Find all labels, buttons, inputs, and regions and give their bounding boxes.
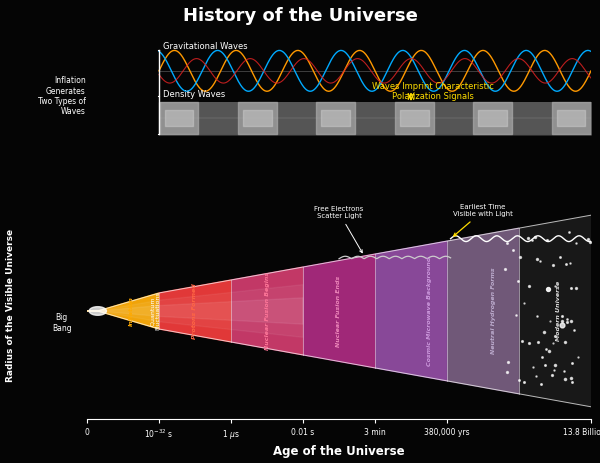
Point [551,362,560,369]
Polygon shape [448,228,519,394]
Polygon shape [376,241,447,381]
Point [533,339,542,346]
Point [548,261,557,268]
Polygon shape [87,293,158,329]
Text: Inflation
Generates
Two Types of
Waves: Inflation Generates Two Types of Waves [38,76,86,117]
Polygon shape [159,280,230,342]
X-axis label: Age of the Universe: Age of the Universe [273,445,405,458]
Text: Nuclear Fusion Ends: Nuclear Fusion Ends [337,275,341,347]
Point [515,253,524,260]
Polygon shape [520,215,591,407]
Point [586,238,595,246]
Point [529,363,538,370]
Point [566,318,576,325]
Text: History of the Universe: History of the Universe [182,7,418,25]
Point [535,257,545,265]
Point [560,375,569,383]
Text: Big
Bang: Big Bang [52,313,71,333]
Point [548,371,557,379]
Text: Inflation: Inflation [129,296,134,326]
Text: Radius of the Visible Universe: Radius of the Visible Universe [6,229,16,382]
Polygon shape [87,285,303,338]
Polygon shape [304,254,374,368]
Text: Free Electrons
Scatter Light: Free Electrons Scatter Light [314,206,364,253]
Point [566,284,575,292]
Point [550,332,560,340]
Point [514,376,524,384]
Point [542,237,552,244]
Point [559,368,568,375]
Point [583,236,593,243]
Text: Neutral Hydrogen Forms: Neutral Hydrogen Forms [491,268,496,354]
Polygon shape [231,267,302,355]
Point [566,374,576,381]
Point [560,339,570,346]
Point [562,319,572,326]
Text: Density Waves: Density Waves [163,90,225,100]
Point [544,347,554,354]
Point [531,372,541,380]
Point [538,353,547,360]
Point [511,311,521,319]
Point [508,247,518,254]
Point [502,239,511,247]
Point [571,285,581,292]
Point [532,312,541,319]
Polygon shape [87,298,303,324]
Text: Protons Formed: Protons Formed [193,283,197,339]
Point [571,239,581,247]
Point [524,282,533,290]
Text: Cosmic Microwave Background: Cosmic Microwave Background [427,257,431,366]
Point [532,255,541,263]
Text: Quantum
Fluctuations: Quantum Fluctuations [150,292,161,330]
Point [513,277,523,285]
Point [503,359,513,366]
Point [557,318,567,325]
Text: Modern Universe: Modern Universe [556,281,561,341]
Text: Waves Imprint Characteristic
Polarization Signals: Waves Imprint Characteristic Polarizatio… [371,82,494,101]
Text: Gravitational Waves: Gravitational Waves [163,42,247,51]
Point [523,234,532,242]
Point [556,254,565,261]
Point [557,322,567,329]
Point [564,228,574,236]
Polygon shape [89,307,106,315]
Point [539,328,548,335]
Point [568,378,577,386]
Text: Nuclear Fusion Begins: Nuclear Fusion Begins [265,272,269,350]
Point [543,286,553,293]
Point [548,339,558,347]
Point [500,265,510,272]
Point [540,362,550,369]
Point [524,339,534,347]
Point [566,259,575,266]
Point [549,366,559,374]
Point [527,236,537,244]
Point [530,233,540,240]
Point [541,345,550,352]
Text: Earliest Time
Visible with Light: Earliest Time Visible with Light [453,204,513,236]
Point [536,381,545,388]
Point [561,260,571,268]
Point [520,379,529,386]
Point [517,337,527,344]
Point [545,317,554,325]
Point [567,359,577,367]
Point [520,299,529,306]
Point [502,368,511,375]
Point [557,312,567,319]
Point [574,353,583,361]
Point [569,326,579,334]
Point [562,316,571,323]
Point [550,282,560,290]
